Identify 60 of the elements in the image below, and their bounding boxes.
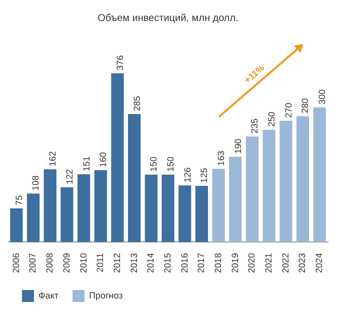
x-tick-label: 2022 [280,252,290,274]
bar [296,116,310,242]
bar [212,168,225,242]
data-label: 126 [182,167,192,182]
x-tick-label: 2023 [297,252,308,274]
x-tick-label: 2015 [162,252,172,274]
bar [262,130,276,242]
bar [229,156,242,242]
x-tick-label: 2009 [61,252,72,274]
data-label: 160 [98,152,108,168]
data-label: 75 [14,195,24,206]
data-label: 235 [250,118,260,134]
data-label: 150 [165,156,176,172]
x-tick-label: 2021 [264,252,274,274]
x-tick-label: 2010 [78,252,88,274]
x-tick-label: 2011 [95,252,106,272]
data-label: 125 [199,168,210,183]
bar [60,187,74,242]
legend-label: Факт [38,290,59,300]
x-tick-label: 2012 [112,252,122,274]
x-tick-label: 2007 [28,252,38,274]
bar [144,174,158,242]
data-label: 190 [232,138,243,154]
data-label: 162 [48,151,58,166]
x-tick-label: 2013 [128,252,139,274]
bar [94,170,107,242]
x-tick-label: 2014 [146,252,156,274]
bar [26,194,40,242]
data-label: 376 [114,55,125,70]
x-tick-label: 2016 [179,252,190,274]
data-label: 122 [64,169,74,184]
x-tick-label: 2024 [314,252,324,274]
bar [195,186,208,242]
data-label: 285 [132,96,142,112]
legend-label: Прогноз [89,290,123,300]
bar [280,120,292,242]
bar [10,208,23,242]
bar [77,174,90,242]
x-tick-label: 2008 [44,252,55,274]
chart-title: Объем инвестиций, млн долл. [98,12,238,24]
bar [178,185,192,242]
data-label: 280 [300,98,310,114]
x-tick-label: 2019 [230,252,240,274]
data-label: 300 [317,89,328,104]
x-tick-label: 2017 [196,252,206,274]
bar [44,169,56,242]
x-tick-label: 2006 [10,252,21,274]
bar [246,136,259,242]
x-tick-label: 2020 [246,252,257,274]
data-label: 163 [216,150,226,166]
bar [128,114,141,242]
bar [162,174,174,242]
data-label: 151 [81,156,92,172]
bar [111,73,124,242]
data-label: 150 [148,156,159,172]
data-label: 250 [266,112,277,127]
x-tick-label: 2018 [213,252,224,274]
data-label: 108 [30,175,41,191]
data-label: 270 [283,102,294,118]
bar [313,107,326,242]
